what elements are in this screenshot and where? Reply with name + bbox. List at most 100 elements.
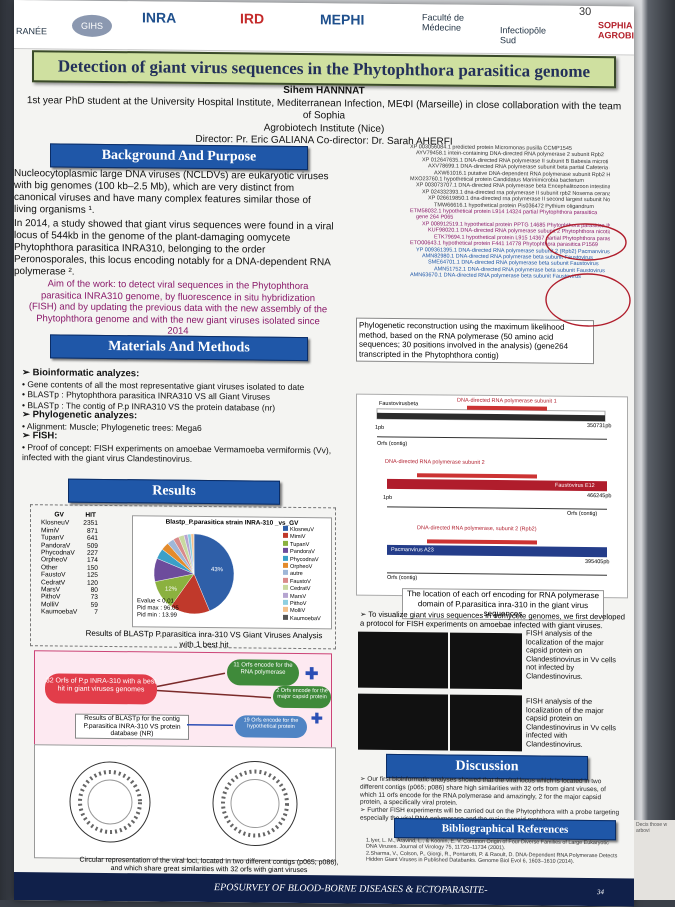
logo-ranee: RANÉE [16,26,47,36]
circular-map-svg [35,745,335,860]
pie-stat-2: Pid max : 96.05 [137,605,179,612]
fish-intro: ➢ To visualize giant virus sequences in … [360,610,630,631]
blast-caption: Results of BLASTp P.parasitica inra-310 … [84,629,324,651]
diagram-contig-3: Pacmanvirus A23 [391,547,434,553]
methods-fish-a: • Proof of concept: FISH experiments on … [22,442,332,466]
pie-stats: Evalue < 0,01 Pid max : 96.05 Pid min : … [137,598,179,619]
legend-swatch [283,592,288,597]
diagram-start-2: 1pb [383,495,392,501]
legend-swatch [283,555,288,560]
page-number: 30 [579,6,591,18]
legend-swatch [283,526,288,531]
background-heading: Background And Purpose [50,143,308,170]
hit-cell-gv: FaustoV [38,572,80,580]
legend-swatch [283,578,288,583]
legend-label: FaustoV [290,579,311,585]
fish-image-4 [450,695,522,752]
methods-heading: Materials And Methods [50,334,308,361]
legend-swatch [283,607,288,612]
biblio-text: 1.Iyer, L. M., Aravind, L., & Koonin, E.… [366,838,620,866]
legend-swatch [283,563,288,568]
legend-label: KaumoebaV [290,616,321,622]
logo-strip: RANÉE GIHS INRA IRD MEPHI Faculté de Méd… [14,0,634,55]
logo-inra: INRA [142,9,176,25]
diagram-contig-1: Faustovirusbeta [379,401,418,407]
logo-mephi: MEPHI [320,11,364,27]
legend-swatch [283,585,288,590]
footer-banner: EPOSURVEY OF BLOOD-BORNE DISEASES & ECTO… [14,872,634,906]
legend-swatch [283,600,288,605]
diagram-length-1: 350731pb [587,423,611,429]
aim-text: Aim of the work: to detect viral sequenc… [28,278,328,339]
results-heading: Results [68,479,280,505]
rna-polymerase-diagram: DNA-directed RNA polymerase subunit 1 Fa… [356,394,628,599]
legend-label: CedratV [290,586,311,592]
legend-label: PithoV [290,601,306,607]
flow-arrows [35,651,331,749]
diagram-orfs-3: Orfs (contig) [387,575,417,581]
pie-stat-3: Pid min : 13.99 [137,612,179,619]
biblio-ref-2: 2.Sharma, V., Colson, P., Giorgi, R., Po… [366,850,620,865]
pie-legend-item: KaumoebaV [283,615,321,623]
fish-caption-1: FISH analysis of the localization of the… [526,629,618,682]
hit-cell-gv: KaumoebaV [38,609,80,617]
background-p1: Nucleocytoplasmic large DNA viruses (NCL… [14,168,334,219]
authors-block: Sihem HANNNAT 1st year PhD student at th… [24,82,624,151]
legend-label: PhycodnaV [290,557,319,563]
diagram-title-2: DNA-directed RNA polymerase subunit 2 [385,459,485,466]
diagram-orfs-2: Orfs (contig) [567,511,597,517]
hit-col-gv: GV [38,510,80,520]
poster: RANÉE GIHS INRA IRD MEPHI Faculté de Méd… [14,0,634,906]
legend-swatch [283,533,288,538]
logo-gihs: GIHS [72,15,112,37]
hit-col-hit: HIT [80,511,101,521]
pie-legend-item: MimiV [283,533,321,541]
hit-cell-hit: 7 [80,609,101,617]
hit-cell-gv: TupanV [38,534,80,542]
legend-swatch [283,548,288,553]
background-p2: In 2014, a study showed that giant virus… [14,218,334,281]
fish-image-1 [358,632,448,689]
logo-faculte: Faculté de Médecine [422,12,470,33]
legend-label: autre [290,571,303,577]
biblio-heading: Bibliographical References [394,818,616,840]
diagram-orfs-1: Orfs (contig) [377,441,407,447]
hit-cell-hit: 2351 [80,520,101,528]
pie-legend-item: CedratV [283,585,321,593]
fish-image-3 [358,694,448,751]
legend-label: MimiV [290,534,306,540]
discussion-p1: ➢ Our first bioinformatic analyses showe… [360,776,620,810]
footer-text: EPOSURVEY OF BLOOD-BORNE DISEASES & ECTO… [214,882,488,896]
legend-label: KlosneuV [290,527,314,533]
diagram-length-3: 395405pb [585,559,609,565]
pie-label-1: 43% [211,567,224,573]
side-flyer: Decis those w arbovi [634,820,675,900]
diagram-start-1: 1pb [375,425,384,431]
methods-list: ➢ Bioinformatic analyzes: • Gene content… [22,368,332,466]
tree-highlight-ovals [542,220,632,341]
footer-page: 34 [597,878,604,906]
orf-flow-diagram: 32 Orfs of P.p INRA-310 with a best hit … [34,650,332,750]
legend-swatch [283,541,288,546]
pie-legend-item: PandoraV [283,548,321,556]
background-text: Nucleocytoplasmic large DNA viruses (NCL… [14,168,334,281]
diagram-title-3: DNA-directed RNA polymerase, subunit 2 (… [417,525,537,532]
legend-label: MarsV [290,594,306,600]
pie-label-2: 12% [165,587,178,593]
logo-ird: IRD [240,10,264,26]
logo-sophia: SOPHIA AGROBIOTECH [598,20,634,40]
legend-label: MolliV [290,608,305,614]
pie-chart-box: Blastp_P.parasitica strain INRA-310 _vs_… [132,515,332,629]
legend-label: PandoraV [290,549,315,555]
legend-label: TupanV [290,542,309,548]
diagram-contig-2: Faustovirus E12 [555,483,595,489]
circular-maps [34,744,336,861]
logo-infectiopole: Infectiopôle Sud [500,25,560,46]
fish-caption-2: FISH analysis of the localization of the… [526,697,618,750]
legend-label: OrpheoV [290,564,312,570]
legend-swatch [283,615,288,620]
diagram-title-1: DNA-directed RNA polymerase subunit 1 [457,398,557,405]
